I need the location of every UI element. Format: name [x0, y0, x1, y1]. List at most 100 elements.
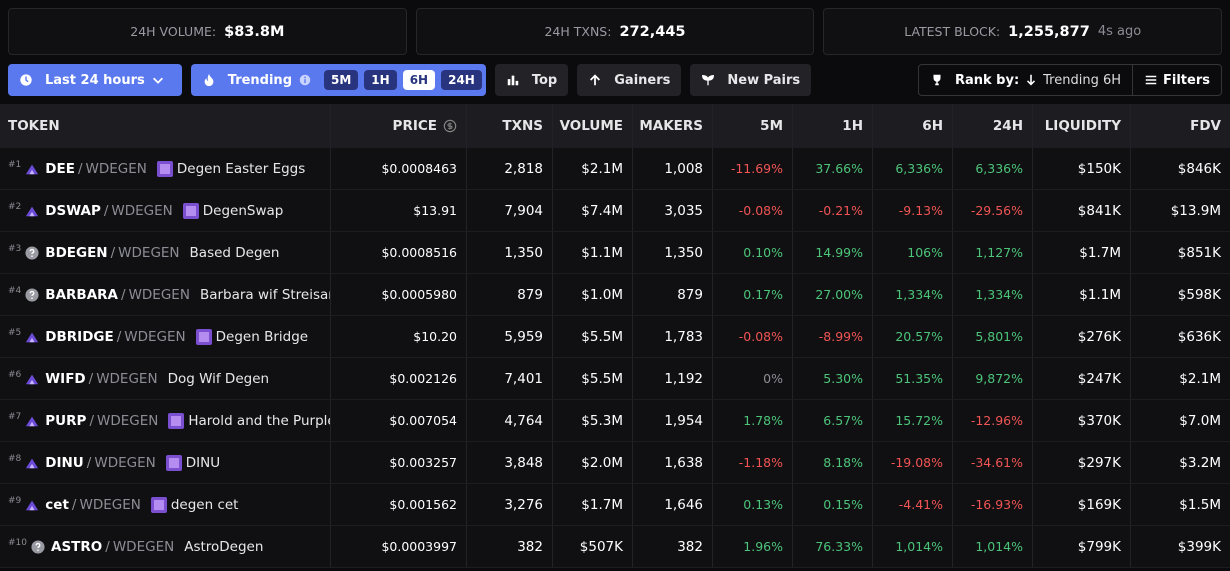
- change-24h-cell: 9,872%: [953, 358, 1033, 399]
- token-row[interactable]: #5 DBRIDGE / WDEGEN Degen Bridge $10.20 5,959 $…: [0, 316, 1230, 358]
- column-header[interactable]: TOKEN: [0, 104, 331, 147]
- column-header[interactable]: 24H: [953, 104, 1033, 147]
- change-6h-cell: 6,336%: [873, 148, 953, 189]
- stat-card: 24H VOLUME: $83.8M: [8, 8, 407, 55]
- token-cell: #3 BDEGEN / WDEGEN Based Degen: [0, 232, 331, 273]
- change-6h-cell: 1,014%: [873, 526, 953, 567]
- liquidity-cell: $370K: [1033, 400, 1131, 441]
- price-cell: $0.0008516: [331, 232, 467, 273]
- txns-cell: 2,818: [467, 148, 553, 189]
- change-6h-cell: 1,334%: [873, 274, 953, 315]
- change-24h-cell: -29.56%: [953, 190, 1033, 231]
- change-24h-cell: 1,334%: [953, 274, 1033, 315]
- token-row[interactable]: #10 ASTRO / WDEGEN AstroDegen $0.0003997 382 $5…: [0, 526, 1230, 568]
- token-row[interactable]: #7 PURP/WDEGEN Harold and the Purple C$0.0…: [0, 400, 1230, 442]
- liquidity-cell: $150K: [1033, 148, 1131, 189]
- token-logo: [195, 328, 212, 345]
- new-pairs-button[interactable]: New Pairs: [690, 64, 812, 96]
- token-row[interactable]: #2 DSWAP / WDEGEN DegenSwap $13.91 7,904 $7.4M 3…: [0, 190, 1230, 232]
- price-cell: $0.0003997: [331, 526, 467, 567]
- token-symbol: BARBARA: [45, 286, 118, 303]
- column-header[interactable]: 6H: [873, 104, 953, 147]
- price-cell: $0.002126: [331, 358, 467, 399]
- token-logo: [165, 454, 182, 471]
- rank-by-value: Trending 6H: [1043, 72, 1122, 88]
- period-chip[interactable]: 24H: [441, 70, 482, 90]
- change-24h-cell: 5,801%: [953, 316, 1033, 357]
- token-symbol: WIFD: [45, 370, 86, 387]
- pair-separator: /: [105, 538, 110, 555]
- change-1h-cell: 8.18%: [793, 442, 873, 483]
- quote-symbol: WDEGEN: [112, 538, 175, 555]
- change-1h-cell: 76.33%: [793, 526, 873, 567]
- rank: #3: [8, 244, 22, 254]
- token-row[interactable]: #8 DINU / WDEGEN DINU $0.003257 3,848 $2.0M 1,63…: [0, 442, 1230, 484]
- txns-cell: 7,904: [467, 190, 553, 231]
- column-header[interactable]: LIQUIDITY: [1033, 104, 1131, 147]
- change-5m-cell: -0.08%: [713, 190, 793, 231]
- gainers-label: Gainers: [614, 72, 671, 88]
- volume-cell: $2.0M: [553, 442, 633, 483]
- rank-by-button[interactable]: Rank by: Trending 6H: [919, 65, 1132, 95]
- change-5m-cell: 0.10%: [713, 232, 793, 273]
- period-chip[interactable]: 1H: [364, 70, 397, 90]
- price-cell: $0.0005980: [331, 274, 467, 315]
- period-chip[interactable]: 5M: [324, 70, 359, 90]
- token-symbol: ASTRO: [51, 538, 103, 555]
- makers-cell: 1,954: [633, 400, 713, 441]
- makers-cell: 1,783: [633, 316, 713, 357]
- token-name: Harold and the Purple C: [188, 412, 330, 429]
- unknown-token-icon: [25, 245, 39, 260]
- time-filter-label: Last 24 hours: [45, 72, 145, 88]
- token-symbol: cet: [45, 496, 69, 513]
- quote-symbol: WDEGEN: [94, 454, 156, 471]
- change-1h-cell: 0.15%: [793, 484, 873, 525]
- column-header[interactable]: MAKERS: [633, 104, 713, 147]
- token-logo: [150, 496, 167, 513]
- change-24h-cell: -12.96%: [953, 400, 1033, 441]
- quote-symbol: WDEGEN: [118, 244, 180, 261]
- fdv-cell: $399K: [1177, 538, 1221, 555]
- quote-symbol: WDEGEN: [111, 202, 173, 219]
- column-header[interactable]: TXNS: [467, 104, 553, 147]
- change-6h-cell: -19.08%: [873, 442, 953, 483]
- column-header[interactable]: VOLUME: [553, 104, 633, 147]
- trending-label: Trending: [227, 72, 292, 88]
- token-name: degen cet: [170, 496, 239, 513]
- token-row[interactable]: #1 DEE / WDEGEN Degen Easter Eggs $0.0008463 2…: [0, 148, 1230, 190]
- token-symbol: DINU: [45, 454, 84, 471]
- liquidity-cell: $247K: [1033, 358, 1131, 399]
- makers-cell: 1,008: [633, 148, 713, 189]
- token-cell: #1 DEE / WDEGEN Degen Easter Eggs: [0, 148, 331, 189]
- pair-separator: /: [103, 202, 109, 219]
- token-row[interactable]: #6 WIFD / WDEGEN Dog Wif Degen $0.002126 7,401…: [0, 358, 1230, 400]
- toolbar: Last 24 hours Trending 5M 1H 6H 24H Top Gainers…: [8, 64, 1222, 96]
- txns-cell: 7,401: [467, 358, 553, 399]
- pair-separator: /: [89, 412, 94, 429]
- txns-cell: 3,848: [467, 442, 553, 483]
- column-header[interactable]: PRICE: [331, 104, 467, 147]
- token-row[interactable]: #3 BDEGEN / WDEGEN Based Degen $0.0008516 1,35…: [0, 232, 1230, 274]
- period-chip[interactable]: 6H: [402, 70, 436, 90]
- token-row[interactable]: #4 BARBARA / WDEGEN Barbara wif Streisanc $0.…: [0, 274, 1230, 316]
- column-header[interactable]: FDV: [1190, 117, 1221, 134]
- trending-group[interactable]: Trending 5M 1H 6H 24H: [190, 64, 486, 96]
- top-button[interactable]: Top: [494, 64, 569, 96]
- price-cell: $0.003257: [331, 442, 467, 483]
- column-header[interactable]: 5M: [713, 104, 793, 147]
- chain-icon: [26, 164, 39, 174]
- token-row[interactable]: #9 cet / WDEGEN degen cet $0.001562 3,276 $1.7M…: [0, 484, 1230, 526]
- bars-icon: [507, 75, 519, 86]
- change-5m-cell: -1.18%: [713, 442, 793, 483]
- fdv-cell: $1.5M: [1179, 496, 1221, 513]
- quote-symbol: WDEGEN: [96, 370, 158, 387]
- fdv-cell: $3.2M: [1179, 454, 1221, 471]
- volume-cell: $7.4M: [553, 190, 633, 231]
- filters-button[interactable]: Filters: [1132, 65, 1221, 95]
- gainers-button[interactable]: Gainers: [577, 64, 682, 96]
- fdv-cell: $636K: [1177, 328, 1221, 345]
- time-filter-button[interactable]: Last 24 hours: [8, 64, 182, 96]
- change-5m-cell: 0%: [713, 358, 793, 399]
- column-header[interactable]: 1H: [793, 104, 873, 147]
